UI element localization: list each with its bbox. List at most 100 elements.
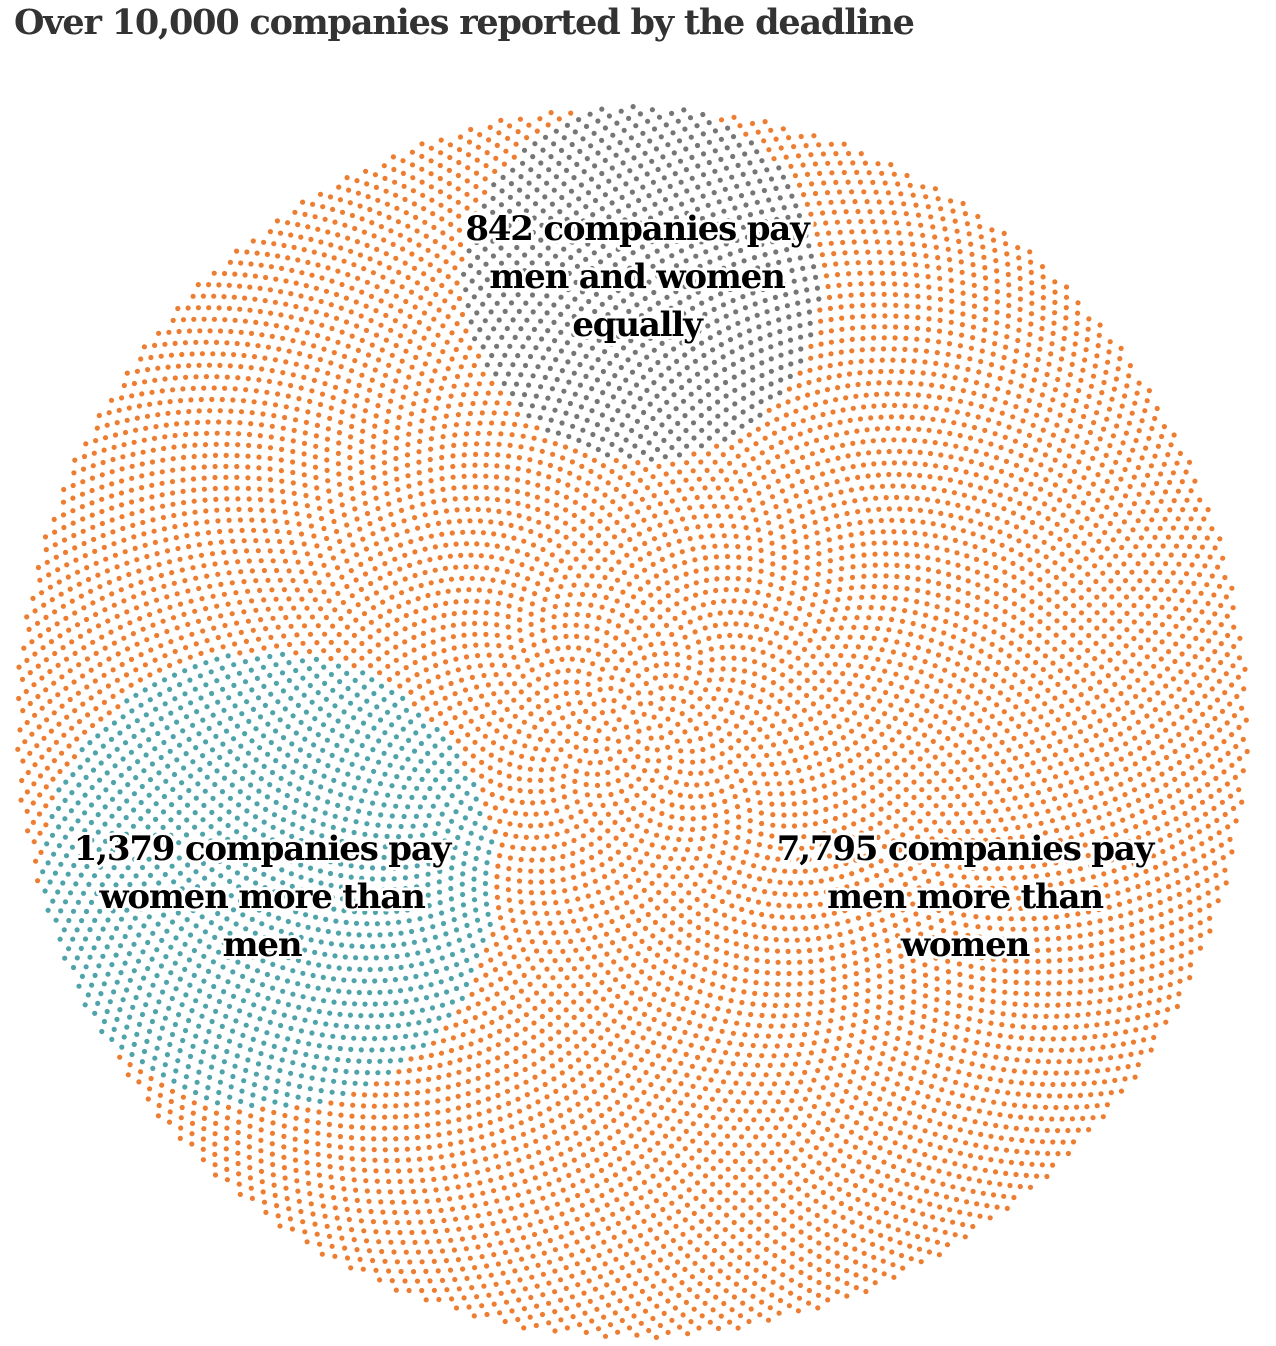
company-dot-men-more bbox=[918, 802, 924, 809]
company-dot-equal bbox=[596, 337, 602, 343]
company-dot-men-more bbox=[1038, 714, 1044, 720]
company-dot-men-more bbox=[499, 842, 505, 848]
company-dot-men-more bbox=[807, 1087, 813, 1093]
company-dot-women-more bbox=[291, 896, 297, 902]
company-dot-men-more bbox=[877, 820, 883, 826]
company-dot-men-more bbox=[824, 923, 830, 929]
company-dot-men-more bbox=[657, 481, 663, 487]
company-dot-men-more bbox=[528, 528, 534, 535]
company-dot-men-more bbox=[1020, 606, 1026, 613]
company-dot-men-more bbox=[549, 867, 555, 873]
company-dot-women-more bbox=[403, 864, 409, 870]
company-dot-men-more bbox=[529, 756, 536, 762]
company-dot-men-more bbox=[781, 812, 787, 818]
company-dot-men-more bbox=[848, 585, 855, 591]
company-dot-men-more bbox=[636, 1077, 642, 1083]
company-dot-women-more bbox=[344, 1023, 350, 1029]
company-dot-men-more bbox=[392, 580, 398, 586]
company-dot-men-more bbox=[1030, 760, 1036, 766]
company-dot-equal bbox=[480, 344, 486, 350]
company-dot-men-more bbox=[938, 452, 944, 458]
company-dot-men-more bbox=[393, 445, 399, 451]
company-dot-men-more bbox=[570, 850, 576, 857]
company-dot-men-more bbox=[743, 944, 750, 950]
company-dot-men-more bbox=[411, 401, 417, 407]
company-dot-equal bbox=[787, 337, 794, 343]
company-dot-men-more bbox=[915, 834, 921, 840]
company-dot-men-more bbox=[821, 831, 827, 837]
company-dot-men-more bbox=[999, 846, 1006, 852]
company-dot-men-more bbox=[463, 1018, 469, 1025]
company-dot-equal bbox=[604, 426, 610, 432]
company-dot-men-more bbox=[748, 1011, 754, 1018]
company-dot-men-more bbox=[657, 822, 663, 828]
company-dot-men-more bbox=[884, 758, 891, 764]
company-dot-men-more bbox=[499, 795, 505, 801]
company-dot-men-more bbox=[588, 602, 594, 608]
company-dot-men-more bbox=[441, 612, 447, 619]
company-dot-men-more bbox=[538, 716, 545, 722]
company-dot-men-more bbox=[751, 736, 757, 742]
company-dot-men-more bbox=[597, 835, 603, 841]
company-dot-men-more bbox=[421, 618, 427, 624]
company-dot-men-more bbox=[431, 615, 437, 621]
company-dot-men-more bbox=[718, 737, 725, 744]
company-dot-men-more bbox=[677, 1118, 683, 1124]
company-dot-equal bbox=[499, 334, 505, 340]
company-dot-men-more bbox=[677, 882, 684, 888]
company-dot-men-more bbox=[638, 838, 645, 844]
company-dot-men-more bbox=[915, 741, 921, 747]
company-dot-men-more bbox=[473, 705, 479, 711]
company-dot-women-more bbox=[324, 737, 330, 743]
company-dot-men-more bbox=[513, 1032, 520, 1038]
company-dot-men-more bbox=[265, 606, 271, 612]
company-dot-men-more bbox=[697, 989, 703, 995]
company-dot-men-more bbox=[994, 702, 1000, 708]
company-dot-men-more bbox=[796, 903, 803, 909]
company-dot-equal bbox=[510, 317, 516, 323]
company-dot-men-more bbox=[531, 642, 537, 648]
company-dot-men-more bbox=[445, 1084, 451, 1090]
company-dot-men-more bbox=[718, 1141, 724, 1147]
company-dot-men-more bbox=[367, 556, 374, 562]
company-dot-equal bbox=[589, 386, 595, 392]
company-dot-men-more bbox=[473, 977, 479, 983]
company-dot-men-more bbox=[684, 526, 690, 532]
company-dot-men-more bbox=[614, 879, 620, 885]
company-dot-equal bbox=[679, 340, 685, 346]
company-dot-men-more bbox=[719, 644, 725, 650]
company-dot-men-more bbox=[599, 979, 605, 986]
company-dot-equal bbox=[673, 406, 679, 412]
company-dot-women-more bbox=[210, 795, 216, 802]
company-dot-men-more bbox=[589, 511, 595, 517]
company-dot-men-more bbox=[712, 622, 719, 629]
company-dot-men-more bbox=[920, 895, 926, 901]
company-dot-men-more bbox=[845, 662, 852, 668]
company-dot-men-more bbox=[541, 900, 548, 906]
company-dot-men-more bbox=[796, 503, 803, 509]
company-dot-men-more bbox=[472, 1015, 478, 1021]
company-dot-women-more bbox=[228, 715, 234, 722]
company-dot-men-more bbox=[683, 571, 689, 577]
company-dot-men-more bbox=[769, 540, 775, 546]
company-dot-men-more bbox=[856, 604, 863, 611]
company-dot-men-more bbox=[828, 492, 834, 498]
company-dot-women-more bbox=[391, 876, 397, 882]
company-dot-men-more bbox=[625, 923, 632, 929]
company-dot-men-more bbox=[408, 539, 414, 545]
company-dot-women-more bbox=[289, 883, 295, 890]
company-dot-men-more bbox=[768, 530, 774, 536]
company-dot-women-more bbox=[344, 670, 350, 677]
company-dot-equal bbox=[541, 405, 547, 411]
company-dot-men-more bbox=[840, 775, 847, 781]
company-dot-women-more bbox=[355, 775, 361, 781]
company-dot-men-more bbox=[906, 841, 912, 847]
company-dot-women-more bbox=[397, 988, 404, 994]
company-dot-men-more bbox=[531, 846, 537, 852]
company-dot-equal bbox=[669, 444, 675, 451]
company-dot-men-more bbox=[691, 514, 697, 520]
company-dot-equal bbox=[634, 418, 641, 424]
company-dot-men-more bbox=[651, 1112, 657, 1118]
company-dot-women-more bbox=[429, 958, 435, 964]
company-dot-men-more bbox=[511, 697, 517, 703]
